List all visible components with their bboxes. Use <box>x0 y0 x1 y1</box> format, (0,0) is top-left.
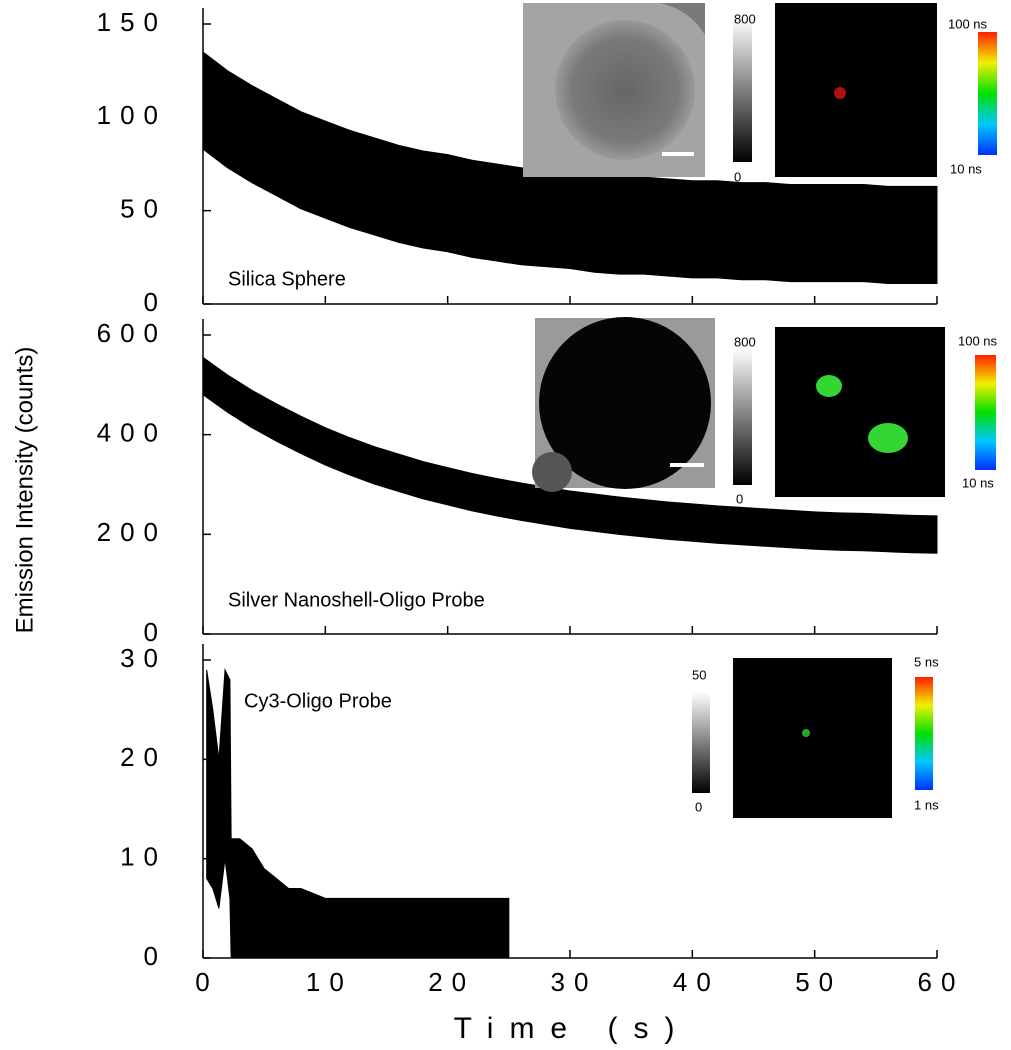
panel-label: Silver Nanoshell-Oligo Probe <box>228 589 485 611</box>
y-tick-label: 0 <box>144 287 167 317</box>
y-tick-label: 0 <box>144 941 167 971</box>
panel-label: Cy3-Oligo Probe <box>244 690 392 712</box>
colorbar-label: 1 ns <box>914 797 939 812</box>
x-axis-label: Time (s) <box>454 1012 691 1045</box>
colorbar-label: 100 ns <box>948 16 988 31</box>
y-tick-label: 10 <box>120 842 167 872</box>
x-tick-label: 10 <box>306 967 353 997</box>
trace-band <box>206 668 510 959</box>
trace-band <box>202 50 938 284</box>
y-axis-label: Emission Intensity (counts) <box>11 347 38 634</box>
colorbar-label: 800 <box>734 11 756 26</box>
x-tick-label: 40 <box>673 967 720 997</box>
y-tick-label: 100 <box>97 100 167 130</box>
x-tick-label: 0 <box>195 967 218 997</box>
colorbar-label: 0 <box>736 491 743 506</box>
colorbar-label: 0 <box>695 799 702 814</box>
inset-images <box>523 3 997 818</box>
colorbar-label: 100 ns <box>958 333 998 348</box>
colorbar-label: 0 <box>734 169 741 184</box>
y-tick-label: 0 <box>144 617 167 647</box>
colorbar-label: 800 <box>734 334 756 349</box>
panel-label: Silica Sphere <box>228 268 346 290</box>
x-tick-label: 50 <box>795 967 842 997</box>
y-tick-label: 400 <box>97 418 167 448</box>
y-tick-label: 200 <box>97 517 167 547</box>
x-tick-label: 20 <box>428 967 475 997</box>
x-tick-label: 60 <box>918 967 965 997</box>
inset-labels: 800 0 100 ns 10 ns 800 0 100 ns 10 ns 50… <box>692 11 998 814</box>
y-tick-label: 600 <box>97 318 167 348</box>
x-tick-label: 30 <box>551 967 598 997</box>
y-tick-label: 50 <box>120 194 167 224</box>
colorbar-label: 10 ns <box>962 475 994 490</box>
y-tick-label: 20 <box>120 742 167 772</box>
colorbar-label: 10 ns <box>950 161 982 176</box>
y-tick-label: 150 <box>97 7 167 37</box>
trace-band <box>202 356 938 554</box>
y-tick-label: 30 <box>120 643 167 673</box>
colorbar-label: 50 <box>692 667 706 682</box>
colorbar-label: 5 ns <box>914 654 939 669</box>
